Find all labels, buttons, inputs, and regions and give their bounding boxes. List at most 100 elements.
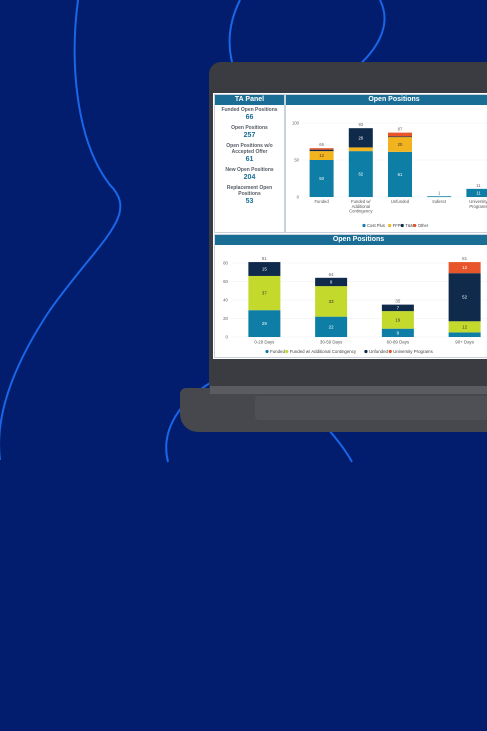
bar-total-label: 93 [358, 122, 363, 127]
chart-panel-top: Open Positions 0 50 100 50 12 66 Funded 62 26 93 F… [285, 94, 487, 233]
bar-segment [348, 147, 373, 152]
bar-segment-label: 26 [358, 135, 363, 140]
y-tick-label: 100 [292, 121, 300, 126]
bar-segment [388, 132, 412, 137]
bar-segment [381, 311, 414, 329]
bar-segment-label: 61 [398, 172, 403, 177]
y-tick-label: 40 [223, 298, 228, 303]
decor-outline-left [0, 0, 122, 460]
ta-item-value: 66 [245, 114, 254, 121]
ta-item-label: Replacement Open Positions [226, 185, 273, 197]
ta-item-no-offer: Open Positions w/o Accepted Offer 61 [215, 143, 284, 165]
legend-label: Other [418, 223, 429, 228]
y-tick-label: 60 [223, 279, 228, 284]
bar-total-label: 87 [398, 127, 403, 132]
bar-segment-label: 15 [262, 267, 267, 272]
bar-segment-label: 33 [329, 299, 334, 304]
x-category-label-line: Additional [352, 204, 370, 209]
bar-segment-label: 12 [319, 153, 324, 158]
bar-total-label: 66 [319, 142, 324, 147]
chart-bottom-title: Open Positions [215, 235, 487, 245]
bar-segment-label: 50 [319, 176, 324, 181]
bar-segment-label: 52 [462, 295, 467, 300]
x-category-label-line: 60-89 Days [387, 339, 410, 344]
legend-swatch [388, 223, 392, 228]
y-tick-label: 20 [223, 316, 228, 321]
y-tick-label: 80 [223, 261, 228, 266]
dashboard-screen: TA Panel Funded Open Positions 66 Open P… [213, 93, 487, 359]
legend-label: University Programs [393, 349, 433, 354]
legend-swatch [400, 223, 404, 228]
bar-total-label: 35 [395, 299, 400, 304]
x-category-label: Funded w/Additional Contingency [349, 199, 373, 213]
x-category-label: 0-29 Days [254, 339, 275, 344]
bar-segment [309, 151, 334, 160]
bar-total-label: 1 [438, 190, 441, 195]
x-category-label: Funded [314, 199, 329, 204]
bar-segment [448, 332, 481, 337]
chart-top-title: Open Positions [286, 95, 487, 105]
laptop-hinge [210, 386, 487, 394]
bar-segment [248, 310, 281, 337]
chart-panel-bottom: Open Positions 0 20 40 60 80 29 37 15 81 0-29 Day… [214, 234, 487, 358]
x-category-label-line: Funded w/ [351, 199, 371, 204]
x-category-label-line: Indirect [432, 199, 447, 204]
x-category-label-line: Contingency [349, 209, 373, 214]
legend-swatch [388, 349, 392, 354]
x-category-label: University Programs [469, 199, 487, 209]
bar-segment-label: 29 [262, 321, 267, 326]
bar-segment [309, 148, 334, 150]
ta-item-label: Funded Open Positions [221, 107, 278, 113]
bar-segment-label: 62 [358, 172, 363, 177]
bar-segment-label: 9 [397, 330, 400, 335]
bar-segment [448, 321, 481, 333]
legend-label: Cost Plus [367, 223, 385, 228]
bar-segment [466, 188, 487, 197]
y-tick-label: 0 [297, 195, 300, 200]
laptop-trackpad [255, 396, 487, 420]
bar-segment [448, 262, 481, 274]
x-category-label-line: Programs [469, 204, 487, 209]
ta-panel-title: TA Panel [215, 95, 284, 105]
ta-item-label: Open Positions w/o Accepted Offer [226, 143, 273, 155]
ta-item-value: 204 [243, 174, 256, 181]
x-category-label: 90+ Days [455, 339, 474, 344]
x-category-label-line: Funded [314, 199, 329, 204]
legend-label: Funded [270, 349, 285, 354]
open-positions-contract-chart: 0 50 100 50 12 66 Funded 62 26 93 Funded w/Additio… [292, 121, 487, 228]
x-category-label-line: Unfunded [391, 199, 410, 204]
x-category-label: 30-59 Days [320, 339, 343, 344]
bar-segment [248, 275, 281, 311]
bar-segment-label: 9 [330, 279, 333, 284]
ta-item-value: 257 [243, 132, 256, 139]
ta-item-new: New Open Positions 204 [215, 167, 284, 183]
legend-label: Unfunded [369, 349, 389, 354]
bar-total-label: 81 [462, 256, 467, 261]
bar-segment [248, 262, 281, 276]
bar-segment [427, 196, 452, 198]
bar-total-label: 11 [476, 183, 481, 188]
bar-segment [388, 151, 412, 197]
bar-segment-label: 12 [462, 324, 467, 329]
x-category-label-line: 30-59 Days [320, 339, 343, 344]
x-category-label: 60-89 Days [387, 339, 410, 344]
ta-item-value: 61 [245, 156, 254, 163]
ta-item-funded: Funded Open Positions 66 [215, 107, 284, 123]
bar-segment [315, 277, 348, 287]
bar-segment [448, 273, 481, 322]
bar-segment-label: 37 [262, 291, 267, 296]
bar-segment-label: 12 [462, 265, 467, 270]
x-category-label: Unfunded [391, 199, 410, 204]
bar-segment [348, 128, 373, 148]
bar-segment [315, 286, 348, 317]
legend-swatch [413, 223, 417, 228]
legend-label: Funded w/ Additional Contingency [290, 349, 357, 354]
bar-segment [388, 137, 412, 152]
bar-segment [381, 304, 414, 312]
ta-item-replacement: Replacement Open Positions 53 [215, 185, 284, 207]
y-tick-label: 50 [294, 158, 299, 163]
legend-swatch [364, 349, 368, 354]
bar-segment-label: 19 [395, 317, 400, 322]
legend-swatch [362, 223, 366, 228]
bar-segment-label: 22 [329, 324, 334, 329]
